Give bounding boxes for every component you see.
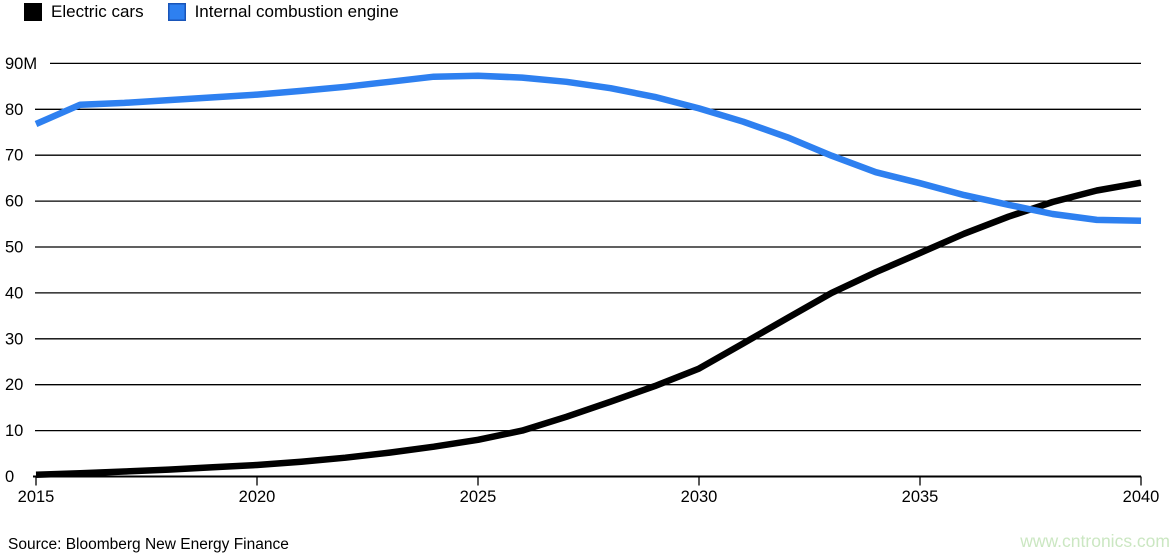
x-axis-label: 2040 bbox=[1123, 488, 1160, 506]
series-line-electric-cars bbox=[35, 179, 1142, 478]
y-axis-label: 80 bbox=[5, 101, 23, 119]
watermark: www.cntronics.com bbox=[1020, 531, 1170, 551]
source-note: Source: Bloomberg New Energy Finance bbox=[8, 536, 289, 553]
y-axis-label: 90M bbox=[5, 55, 37, 73]
internal-combustion-swatch-icon bbox=[167, 2, 186, 21]
x-axis-label: 2020 bbox=[239, 488, 276, 506]
legend-item-electric-cars: Electric cars bbox=[24, 2, 144, 21]
y-axis-label: 0 bbox=[5, 468, 14, 486]
legend: Electric cars Internal combustion engine bbox=[24, 2, 399, 21]
legend-label: Electric cars bbox=[51, 2, 144, 21]
y-axis-label: 50 bbox=[5, 239, 23, 257]
series-line-internal-combustion-engine bbox=[34, 72, 1142, 225]
x-axis-label: 2025 bbox=[460, 488, 497, 506]
y-axis-label: 30 bbox=[5, 330, 23, 348]
y-axis-label: 10 bbox=[5, 422, 23, 440]
legend-item-internal-combustion: Internal combustion engine bbox=[167, 2, 399, 21]
x-axis-label: 2035 bbox=[902, 488, 939, 506]
x-axis-label: 2030 bbox=[681, 488, 718, 506]
y-axis-label: 40 bbox=[5, 284, 23, 302]
electric-cars-swatch-icon bbox=[24, 2, 42, 21]
legend-label: Internal combustion engine bbox=[194, 2, 399, 21]
y-axis-label: 70 bbox=[5, 147, 23, 165]
y-axis-label: 60 bbox=[5, 193, 23, 211]
x-axis-label: 2015 bbox=[18, 488, 55, 506]
y-axis-label: 20 bbox=[5, 376, 23, 394]
